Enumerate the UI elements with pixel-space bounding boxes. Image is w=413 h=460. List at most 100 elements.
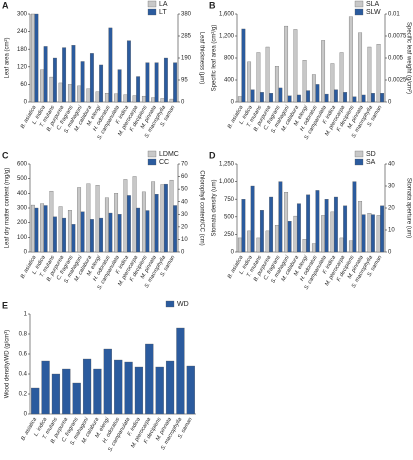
bar bbox=[34, 207, 39, 253]
legend-label: SD bbox=[366, 151, 376, 158]
panel-label: B bbox=[209, 0, 216, 10]
bar bbox=[367, 213, 372, 253]
bar bbox=[278, 181, 283, 253]
bar bbox=[352, 96, 357, 103]
bar bbox=[77, 187, 82, 253]
bar bbox=[49, 76, 54, 103]
bar bbox=[302, 239, 307, 253]
bar bbox=[89, 53, 94, 103]
bar bbox=[62, 217, 67, 253]
bar bbox=[256, 52, 261, 103]
bar bbox=[155, 366, 164, 415]
bar bbox=[49, 190, 54, 253]
bar bbox=[241, 199, 246, 253]
bar bbox=[34, 13, 39, 103]
y-tick-label: 0.2 bbox=[19, 392, 28, 398]
bar bbox=[52, 216, 57, 253]
y-tick-label: 1,250 bbox=[219, 162, 235, 168]
bar bbox=[343, 205, 348, 253]
bar bbox=[117, 214, 122, 253]
y2-tick-label: 50 bbox=[181, 187, 188, 193]
bar bbox=[169, 98, 174, 103]
bar bbox=[77, 85, 82, 103]
legend-swatch bbox=[354, 8, 364, 16]
bar bbox=[99, 217, 104, 253]
y2-tick-label: 0 bbox=[181, 100, 185, 106]
bar bbox=[330, 211, 335, 253]
y2-tick-label: 0.0075 bbox=[388, 34, 407, 40]
bar bbox=[333, 196, 338, 253]
y-axis-label: Leaf area (cm²) bbox=[5, 37, 11, 78]
y2-tick-label: 40 bbox=[181, 199, 188, 205]
legend-swatch bbox=[147, 158, 157, 166]
bar bbox=[173, 62, 178, 103]
bar bbox=[274, 66, 279, 103]
bar bbox=[186, 365, 195, 415]
legend-swatch bbox=[354, 0, 364, 8]
bar bbox=[176, 327, 185, 415]
bar bbox=[71, 45, 76, 103]
bar bbox=[269, 196, 274, 253]
bar bbox=[321, 215, 326, 253]
bar bbox=[358, 201, 363, 253]
bar bbox=[67, 84, 72, 103]
y-tick-label: 100 bbox=[17, 235, 28, 241]
bar bbox=[154, 194, 159, 253]
y-tick-label: 600 bbox=[17, 162, 28, 168]
bar bbox=[114, 359, 123, 415]
bar bbox=[132, 176, 137, 253]
y-tick-label: 200 bbox=[17, 220, 28, 226]
y-axis-label: Stomata density (um) bbox=[212, 179, 218, 236]
bar bbox=[154, 62, 159, 103]
bar bbox=[104, 93, 109, 103]
bar bbox=[265, 230, 270, 253]
bar bbox=[58, 82, 63, 103]
bar bbox=[108, 212, 113, 253]
legend-swatch bbox=[165, 300, 175, 308]
y-tick-label: 500 bbox=[224, 214, 235, 220]
legend-swatch bbox=[147, 8, 157, 16]
bar bbox=[145, 343, 154, 415]
legend-swatch bbox=[354, 158, 364, 166]
y2-tick-label: 0 bbox=[388, 100, 392, 106]
bar bbox=[114, 193, 119, 253]
bar bbox=[40, 69, 45, 103]
panel-label: E bbox=[2, 300, 8, 310]
y-tick-label: 1,200 bbox=[219, 34, 235, 40]
bar bbox=[259, 92, 264, 103]
bar bbox=[30, 13, 35, 103]
bar bbox=[278, 87, 283, 103]
bar bbox=[30, 204, 35, 253]
bar bbox=[151, 97, 156, 103]
bar bbox=[358, 32, 363, 103]
y-tick-label: 120 bbox=[17, 64, 28, 70]
y2-tick-label: 0 bbox=[181, 250, 185, 256]
bar bbox=[348, 16, 353, 103]
bar bbox=[250, 89, 255, 103]
y-axis-label: Wood density/WD (g/cm³) bbox=[5, 330, 11, 399]
bar bbox=[160, 184, 165, 253]
panel-label: C bbox=[2, 150, 9, 160]
bar bbox=[126, 195, 131, 253]
bar bbox=[114, 93, 119, 103]
bar bbox=[136, 207, 141, 253]
bar bbox=[51, 373, 61, 415]
y-tick-label: 0.6 bbox=[19, 352, 28, 358]
bar bbox=[321, 40, 326, 103]
bar bbox=[296, 203, 301, 253]
bar bbox=[163, 183, 168, 253]
bar bbox=[136, 76, 141, 103]
y-tick-label: 0.4 bbox=[19, 372, 28, 378]
y-tick-label: 1,000 bbox=[219, 179, 235, 185]
bar bbox=[376, 44, 381, 103]
y2-tick-label: 20 bbox=[181, 224, 188, 230]
bar bbox=[126, 40, 131, 103]
bar bbox=[315, 190, 320, 253]
bar bbox=[31, 387, 40, 415]
y2-tick-label: 0.0025 bbox=[388, 78, 407, 84]
bar bbox=[311, 243, 316, 253]
bar bbox=[287, 221, 292, 253]
y-tick-label: 400 bbox=[224, 78, 235, 84]
bar bbox=[370, 214, 375, 253]
bar bbox=[339, 237, 344, 253]
